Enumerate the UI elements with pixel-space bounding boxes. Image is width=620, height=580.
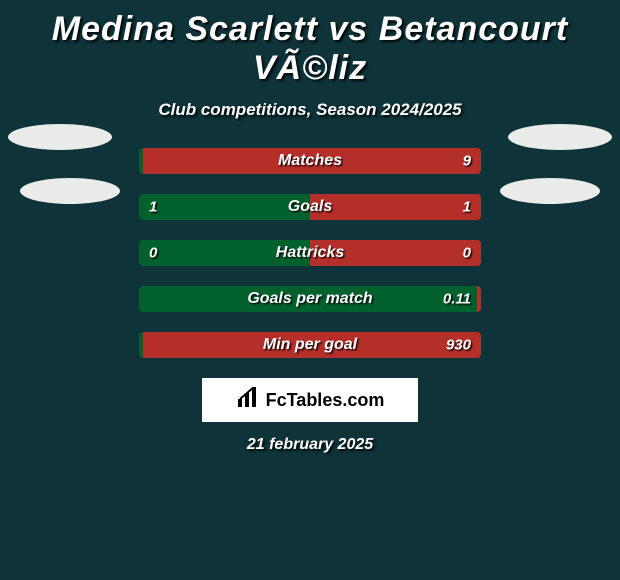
attribution-text: FcTables.com <box>266 390 385 411</box>
stat-row: Goals 1 1 <box>0 194 620 220</box>
stat-row: Hattricks 0 0 <box>0 240 620 266</box>
stat-label: Hattricks <box>276 244 344 262</box>
stat-value-right: 1 <box>463 199 471 216</box>
stat-label: Goals <box>288 198 332 216</box>
stat-row: Matches 9 <box>0 148 620 174</box>
stat-label: Min per goal <box>263 336 357 354</box>
stat-bar-left <box>139 194 310 220</box>
comparison-subtitle: Club competitions, Season 2024/2025 <box>0 100 620 120</box>
player-left-badge-1 <box>8 124 112 150</box>
stat-value-right: 0 <box>463 245 471 262</box>
player-right-badge-1 <box>508 124 612 150</box>
attribution-box: FcTables.com <box>202 378 418 422</box>
stat-value-right: 930 <box>446 337 471 354</box>
comparison-title: Medina Scarlett vs Betancourt VÃ©liz <box>0 10 620 88</box>
stat-bar-right <box>310 194 481 220</box>
stat-value-right: 0.11 <box>443 291 471 308</box>
stat-row: Goals per match 0.11 <box>0 286 620 312</box>
stats-container: Matches 9 Goals 1 1 Hattricks 0 0 Goals per matc… <box>0 148 620 358</box>
stat-label: Goals per match <box>247 290 372 308</box>
stat-label: Matches <box>278 152 342 170</box>
bar-chart-icon <box>236 387 260 414</box>
stat-value-right: 9 <box>463 153 471 170</box>
stat-value-left: 0 <box>149 245 157 262</box>
stat-value-left: 1 <box>149 199 157 216</box>
stat-bar-right <box>477 286 481 312</box>
snapshot-date: 21 february 2025 <box>0 436 620 454</box>
stat-row: Min per goal 930 <box>0 332 620 358</box>
